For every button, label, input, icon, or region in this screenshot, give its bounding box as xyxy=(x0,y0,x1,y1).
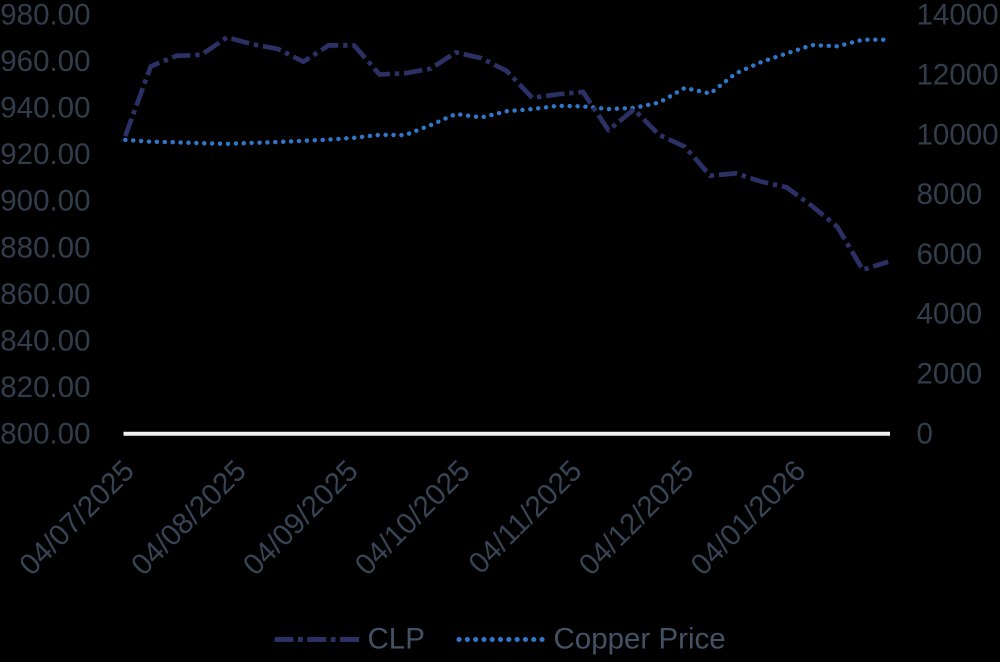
svg-text:2000: 2000 xyxy=(917,358,983,391)
svg-text:CLP: CLP xyxy=(368,623,425,656)
svg-text:860.00: 860.00 xyxy=(0,278,90,311)
svg-text:6000: 6000 xyxy=(917,238,983,271)
svg-text:0: 0 xyxy=(917,417,933,450)
svg-text:4000: 4000 xyxy=(917,298,983,331)
svg-text:14000: 14000 xyxy=(917,0,999,32)
svg-text:900.00: 900.00 xyxy=(0,185,90,218)
svg-text:940.00: 940.00 xyxy=(0,92,90,125)
svg-text:960.00: 960.00 xyxy=(0,45,90,78)
svg-text:840.00: 840.00 xyxy=(0,324,90,357)
svg-text:920.00: 920.00 xyxy=(0,138,90,171)
svg-text:10000: 10000 xyxy=(917,118,999,151)
svg-text:Copper Price: Copper Price xyxy=(554,623,726,656)
svg-text:980.00: 980.00 xyxy=(0,0,90,32)
svg-text:820.00: 820.00 xyxy=(0,371,90,404)
svg-text:8000: 8000 xyxy=(917,178,983,211)
svg-text:12000: 12000 xyxy=(917,59,999,92)
svg-text:880.00: 880.00 xyxy=(0,231,90,264)
svg-text:800.00: 800.00 xyxy=(0,417,90,450)
